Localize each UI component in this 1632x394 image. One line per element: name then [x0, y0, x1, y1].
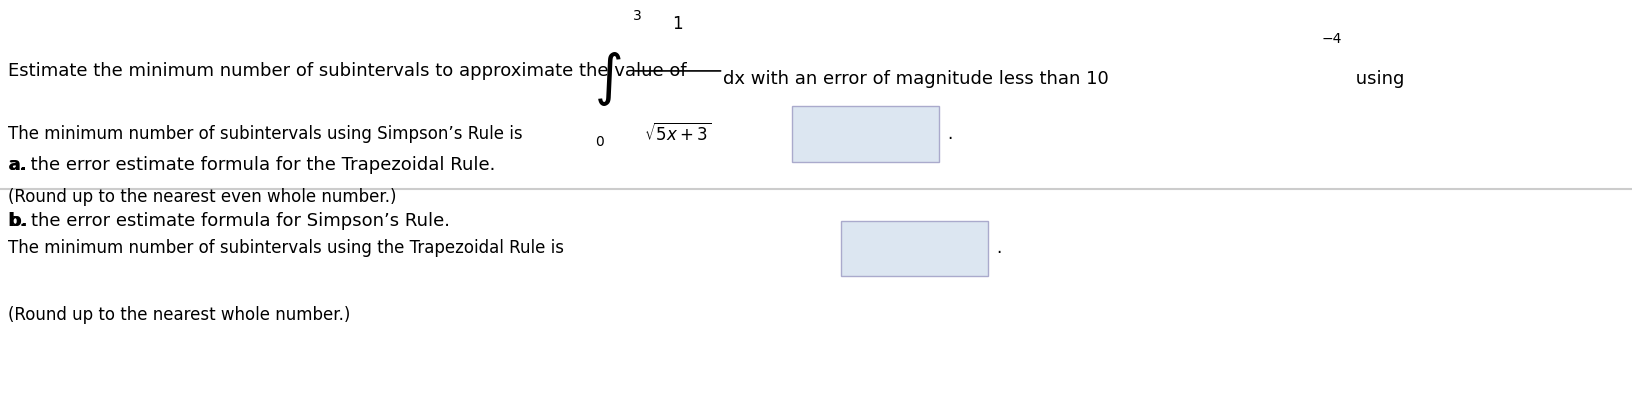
Text: dx with an error of magnitude less than 10: dx with an error of magnitude less than … — [723, 70, 1108, 88]
Text: using: using — [1350, 70, 1404, 88]
Text: $\int$: $\int$ — [594, 50, 620, 108]
FancyBboxPatch shape — [840, 221, 987, 276]
Text: 3: 3 — [632, 9, 641, 23]
Text: (Round up to the nearest whole number.): (Round up to the nearest whole number.) — [8, 306, 351, 324]
Text: 1: 1 — [672, 15, 682, 33]
Text: The minimum number of subintervals using Simpson’s Rule is: The minimum number of subintervals using… — [8, 125, 522, 143]
Text: .: . — [947, 125, 951, 143]
Text: Estimate the minimum number of subintervals to approximate the value of: Estimate the minimum number of subinterv… — [8, 62, 687, 80]
Text: 0: 0 — [594, 135, 604, 149]
Text: −4: −4 — [1320, 32, 1340, 46]
Text: .: . — [996, 239, 1000, 257]
Text: a. the error estimate formula for the Trapezoidal Rule.: a. the error estimate formula for the Tr… — [8, 156, 494, 175]
Text: b. the error estimate formula for Simpson’s Rule.: b. the error estimate formula for Simpso… — [8, 212, 450, 230]
Text: a.: a. — [8, 156, 28, 175]
Text: $\sqrt{5x+3}$: $\sqrt{5x+3}$ — [643, 123, 712, 145]
FancyBboxPatch shape — [792, 106, 938, 162]
Text: (Round up to the nearest even whole number.): (Round up to the nearest even whole numb… — [8, 188, 397, 206]
Text: The minimum number of subintervals using the Trapezoidal Rule is: The minimum number of subintervals using… — [8, 239, 563, 257]
Text: b.: b. — [8, 212, 28, 230]
